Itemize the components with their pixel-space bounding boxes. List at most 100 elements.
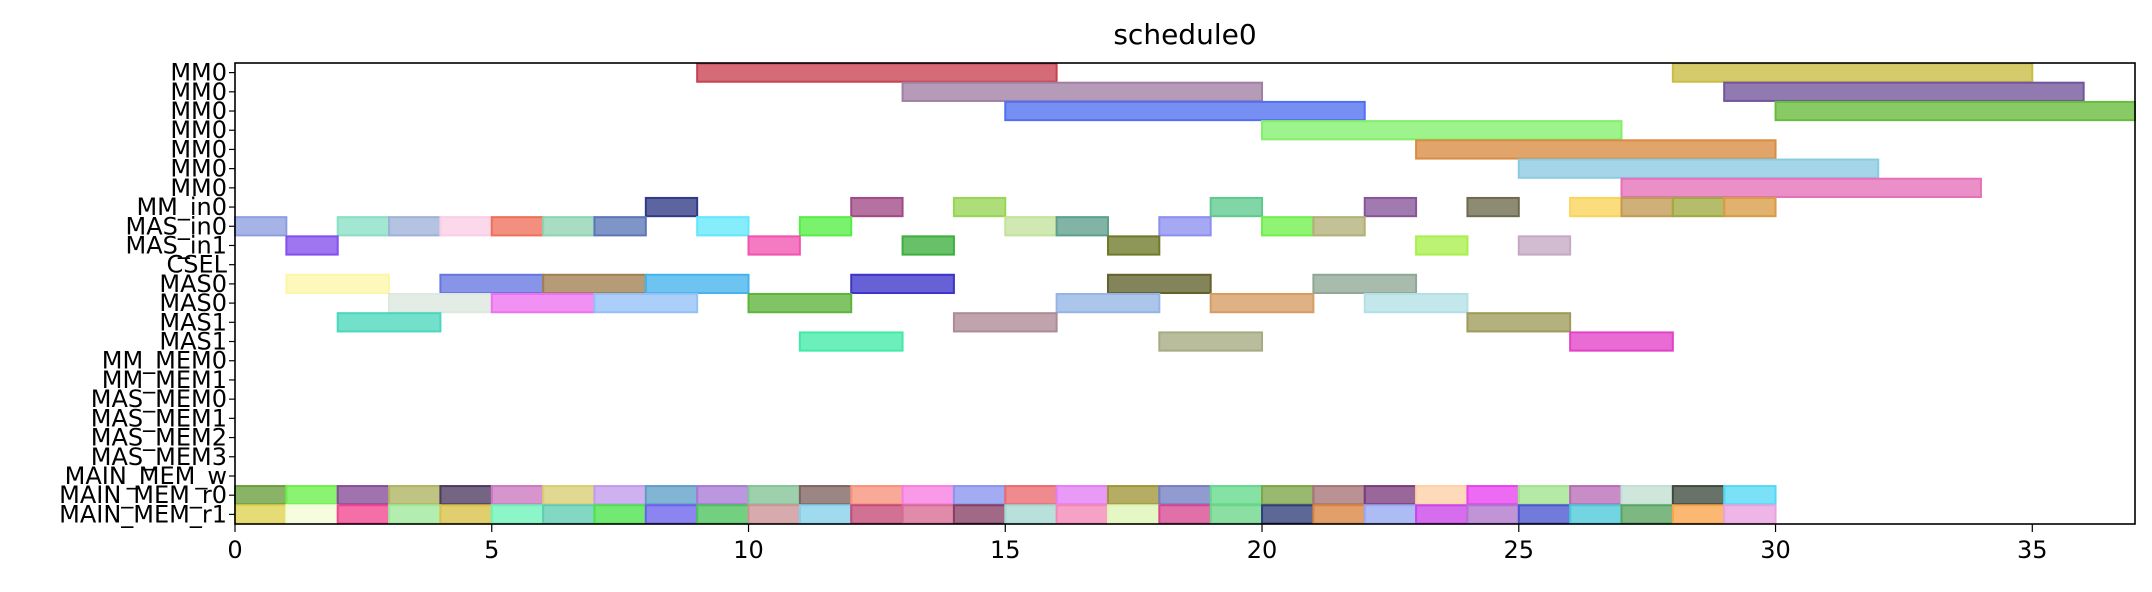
schedule-bar	[1723, 504, 1777, 525]
schedule-bar	[644, 196, 699, 218]
schedule-bar	[798, 485, 853, 506]
row-label: MAIN_MEM_r0	[59, 481, 227, 509]
x-tick-label: 30	[1760, 536, 1791, 564]
chart-title: schedule0	[1113, 18, 1256, 51]
row-label: MM0	[170, 155, 227, 183]
row-label: MAS_MEM3	[91, 443, 227, 471]
bars-layer	[234, 62, 2136, 525]
schedule-bar	[285, 504, 339, 525]
schedule-bar	[1671, 62, 2034, 83]
schedule-bar	[388, 216, 442, 237]
schedule-bar	[1209, 504, 1264, 525]
schedule-bar	[593, 485, 647, 506]
schedule-bar	[1363, 504, 1418, 525]
schedule-bar	[388, 292, 493, 314]
x-tick-label: 15	[990, 536, 1021, 564]
schedule-bar	[388, 504, 442, 525]
schedule-bar	[1415, 139, 1777, 160]
schedule-bar	[542, 273, 647, 295]
schedule-bar	[1004, 485, 1058, 506]
row-label: MAS_MEM0	[91, 385, 227, 413]
schedule-bar	[1363, 485, 1418, 506]
row-label: MM0	[170, 116, 227, 144]
row-label: MM0	[170, 59, 227, 87]
schedule-bar	[952, 312, 1058, 333]
schedule-bar	[1569, 196, 1623, 218]
schedule-bar	[1466, 312, 1572, 333]
schedule-bar	[388, 485, 442, 506]
schedule-bar	[850, 273, 955, 295]
row-label: MM_MEM0	[102, 347, 227, 375]
schedule-bar	[542, 216, 596, 237]
schedule-bar	[1774, 100, 2136, 122]
row-label: MAIN_MEM_r1	[59, 500, 227, 528]
schedule-bar	[1209, 292, 1315, 314]
schedule-bar	[285, 235, 339, 256]
schedule-bar	[696, 504, 750, 525]
schedule-bar	[1004, 504, 1058, 525]
schedule-bar	[1055, 216, 1109, 237]
schedule-bar	[439, 504, 493, 525]
x-tick-label: 10	[733, 536, 764, 564]
row-label: MAS_in1	[125, 231, 227, 259]
schedule-bar	[850, 504, 904, 525]
schedule-bar	[439, 273, 545, 295]
schedule-bar	[593, 504, 647, 525]
x-tick-label: 5	[484, 536, 499, 564]
row-label: MAS1	[159, 328, 227, 356]
schedule-bar	[850, 485, 904, 506]
schedule-bar	[1209, 485, 1264, 506]
schedule-bar	[1106, 235, 1161, 256]
schedule-bar	[798, 216, 853, 237]
row-label: CSEL	[166, 251, 227, 279]
schedule-bar	[1415, 235, 1469, 256]
schedule-bar	[747, 235, 801, 256]
schedule-bar	[1106, 485, 1161, 506]
schedule-bar	[285, 273, 391, 295]
schedule-bar	[798, 331, 904, 352]
schedule-bar	[1055, 292, 1161, 314]
schedule-bar	[747, 485, 801, 506]
schedule-bar	[696, 485, 750, 506]
schedule-bar	[1466, 504, 1520, 525]
row-label: MAS_MEM1	[91, 404, 227, 432]
schedule-bar	[1055, 485, 1109, 506]
schedule-bar	[901, 485, 955, 506]
schedule-bar	[490, 292, 596, 314]
schedule-bar	[696, 62, 1058, 83]
schedule-bar	[1158, 485, 1212, 506]
schedule-bar	[439, 485, 493, 506]
schedule-bar	[1620, 504, 1674, 525]
schedule-bar	[1106, 273, 1212, 295]
schedule-bar	[747, 292, 853, 314]
schedule-bar	[490, 485, 545, 506]
schedule-bar	[542, 504, 596, 525]
schedule-bar	[901, 504, 955, 525]
schedule-bar	[644, 273, 750, 295]
schedule-bar	[234, 216, 288, 237]
schedule-bar	[1415, 485, 1469, 506]
x-tick-label: 35	[2017, 536, 2048, 564]
schedule-bar	[1671, 196, 1726, 218]
schedule-bar	[439, 216, 493, 237]
schedule-bar	[1312, 273, 1418, 295]
schedule-bar	[1466, 485, 1520, 506]
row-label: MM0	[170, 97, 227, 125]
schedule-bar	[952, 504, 1007, 525]
schedule-bar	[1415, 504, 1469, 525]
x-tick-label: 0	[227, 536, 242, 564]
schedule-bar	[1106, 504, 1161, 525]
schedule-bar	[1723, 196, 1777, 218]
schedule-bar	[490, 216, 545, 237]
x-tick-label: 20	[1247, 536, 1278, 564]
schedule-bar	[542, 485, 596, 506]
x-axis: 0 5 10 15 20 25 30 35	[227, 524, 2048, 564]
row-label: MAS1	[159, 308, 227, 336]
x-tick-label: 25	[1504, 536, 1535, 564]
schedule-bar	[1517, 504, 1572, 525]
row-label: MAS0	[159, 289, 227, 317]
row-label: MM0	[170, 78, 227, 106]
row-label: MAIN_MEM_w	[65, 462, 227, 490]
row-label: MM_MEM1	[102, 366, 227, 394]
